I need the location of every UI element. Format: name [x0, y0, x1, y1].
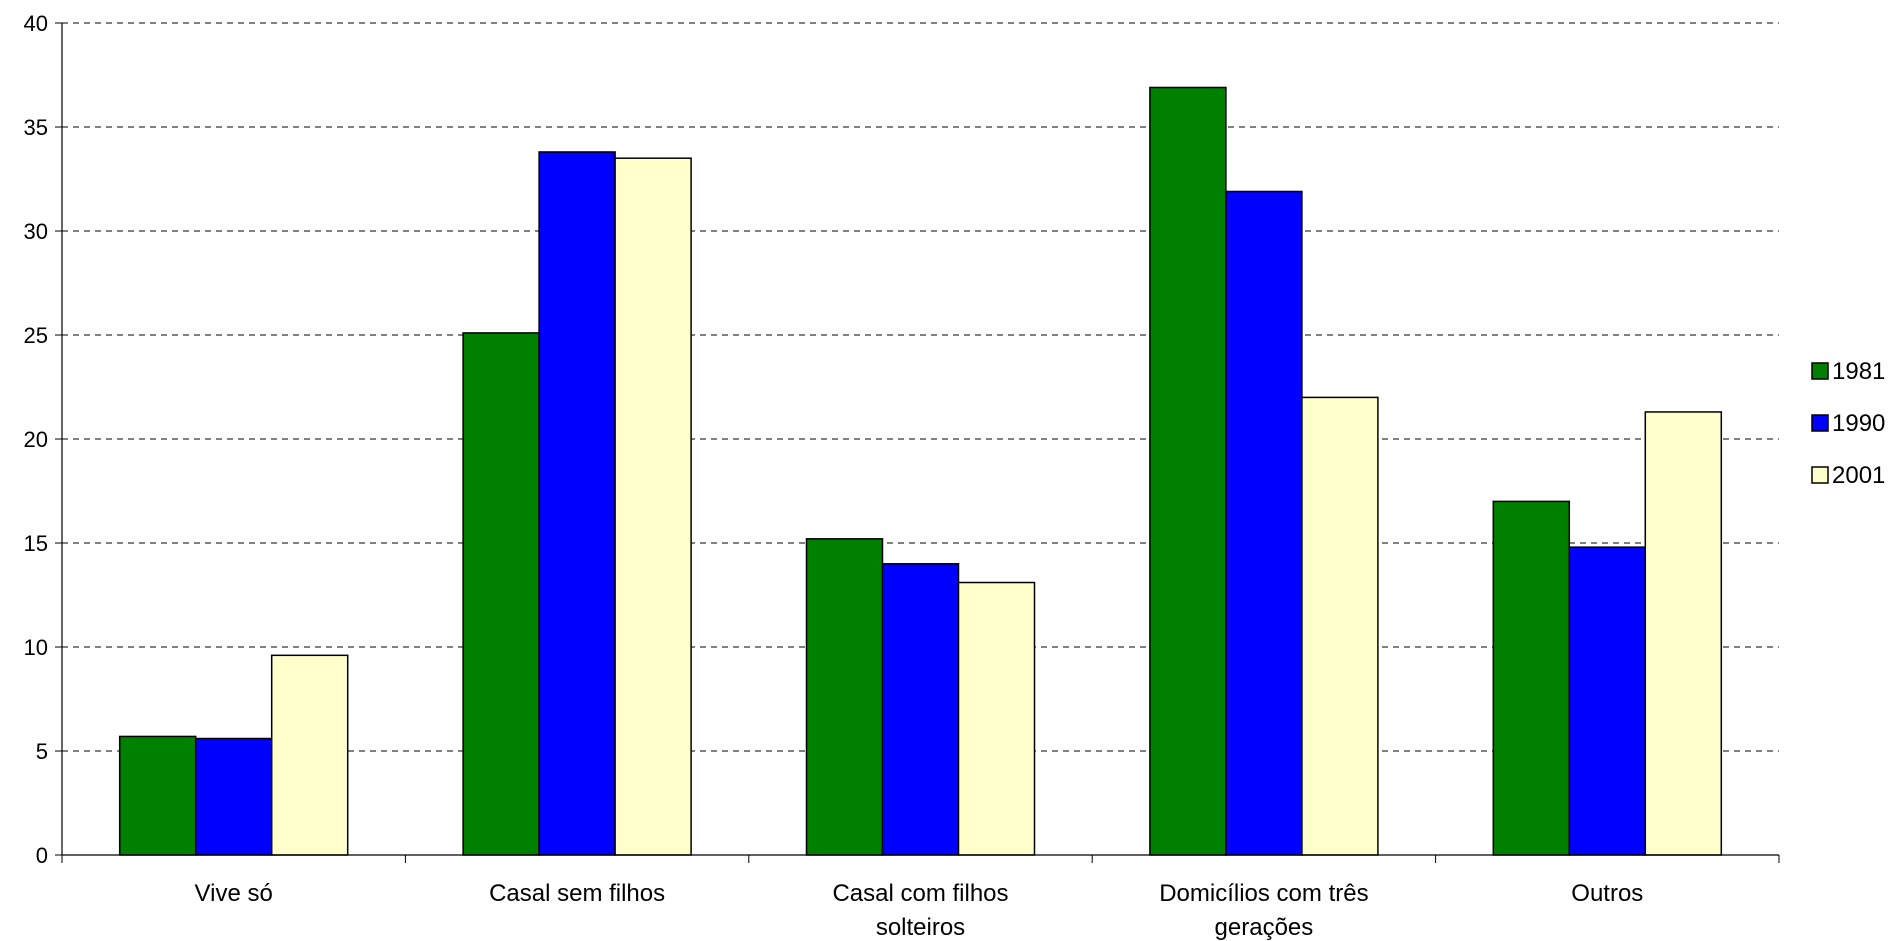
legend-label-1981: 1981 — [1832, 358, 1885, 385]
bar-1981-3 — [805, 538, 884, 856]
y-tick-label: 35 — [24, 115, 48, 140]
bar-1981-1 — [118, 735, 197, 856]
y-tick-label: 5 — [36, 739, 48, 764]
bar-1990-5 — [1568, 546, 1647, 856]
bar-1990-2 — [538, 151, 616, 856]
y-tick-label: 20 — [24, 427, 48, 452]
y-tick-label: 15 — [24, 531, 48, 556]
legend-swatch-1990 — [1811, 414, 1829, 432]
y-tick-label: 10 — [24, 635, 48, 660]
bar-1981-2 — [462, 332, 540, 856]
bar-1990-3 — [881, 563, 960, 856]
x-category-label: Casal sem filhos — [489, 880, 665, 907]
x-category-label: Vive só — [195, 880, 273, 907]
legend-swatch-1981 — [1811, 362, 1829, 380]
bar-2001-2 — [614, 157, 692, 856]
bar-2001-1 — [270, 654, 349, 856]
legend-label-2001: 2001 — [1832, 462, 1885, 489]
bar-1990-1 — [194, 737, 273, 856]
bar-1981-5 — [1492, 500, 1571, 856]
y-tick-label: 0 — [36, 843, 48, 868]
gridlines — [62, 22, 1779, 752]
legend-label-1990: 1990 — [1832, 410, 1885, 437]
x-category-label: Casal com filhos solteiros — [832, 880, 1008, 941]
legend: 1981 1990 2001 — [1811, 358, 1885, 489]
y-tick-label: 40 — [24, 11, 48, 36]
x-category-label: Domicílios com três gerações — [1159, 880, 1368, 941]
bar-2001-5 — [1644, 411, 1723, 856]
bar-1990-4 — [1225, 190, 1303, 856]
bar-1981-4 — [1149, 86, 1227, 856]
bars — [118, 86, 1723, 856]
bar-2001-3 — [957, 581, 1036, 856]
y-tick-label: 30 — [24, 219, 48, 244]
legend-swatch-2001 — [1811, 466, 1829, 484]
bar-2001-4 — [1301, 396, 1379, 856]
y-tick-label: 25 — [24, 323, 48, 348]
axes: 0 5 10 15 20 25 30 35 40 Vive só Casal sem filhos C… — [24, 11, 1780, 941]
x-category-label: Outros — [1571, 880, 1643, 907]
